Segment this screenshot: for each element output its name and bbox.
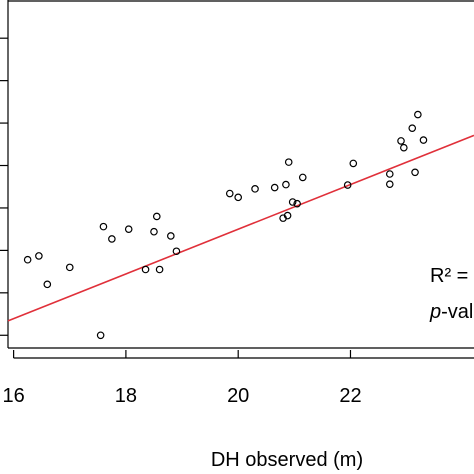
data-point <box>270 183 279 192</box>
data-point <box>65 263 74 272</box>
data-point <box>43 280 52 289</box>
data-point <box>408 124 417 132</box>
data-point <box>419 136 428 144</box>
data-point <box>283 211 292 220</box>
data-point <box>99 222 108 231</box>
p-value-annotation: p-valu <box>429 301 474 323</box>
regression-line-group <box>7 134 474 322</box>
p-value-rest: -valu <box>441 301 474 323</box>
data-point <box>124 225 133 233</box>
data-point <box>414 110 422 119</box>
data-point <box>385 180 394 188</box>
data-point <box>150 227 158 236</box>
data-point <box>282 180 290 189</box>
data-point <box>35 252 43 260</box>
data-point <box>141 265 150 274</box>
data-point <box>397 137 405 145</box>
data-point <box>152 212 161 221</box>
data-point <box>167 232 175 240</box>
data-point <box>284 158 293 166</box>
regression-line <box>7 134 474 322</box>
x-tick-label: 18 <box>115 385 137 407</box>
data-point <box>172 247 181 256</box>
data-points <box>23 110 428 340</box>
data-point <box>288 198 297 206</box>
data-point <box>225 189 234 198</box>
data-point <box>400 143 408 152</box>
axes <box>7 0 474 349</box>
data-point <box>298 173 307 182</box>
data-point <box>411 168 419 177</box>
data-point <box>349 159 358 168</box>
ticks: 16 18 20 22 <box>0 37 474 407</box>
data-point <box>96 331 105 340</box>
r-squared-annotation: R² = <box>430 265 468 287</box>
x-tick-label: 22 <box>339 385 361 407</box>
x-tick-label: 16 <box>2 385 24 407</box>
data-point <box>23 255 32 264</box>
x-axis-title: DH observed (m) <box>211 449 363 471</box>
x-tick-label: 20 <box>227 385 249 407</box>
data-point <box>155 265 164 274</box>
data-point <box>234 193 242 202</box>
data-point <box>293 199 301 208</box>
p-value-italic: p <box>429 301 441 323</box>
data-point <box>251 185 259 193</box>
data-point <box>343 181 352 189</box>
data-point <box>385 170 394 178</box>
data-point <box>108 235 116 243</box>
